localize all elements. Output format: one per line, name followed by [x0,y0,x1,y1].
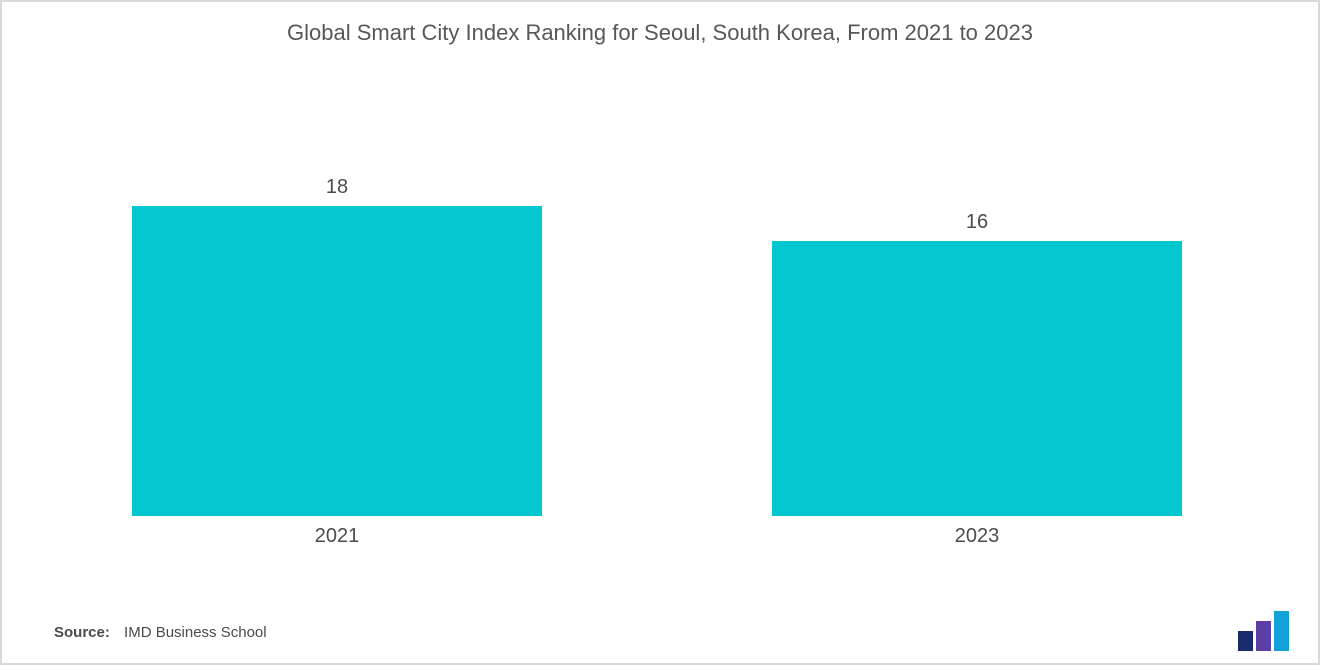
plot-area: 182021162023 [22,56,1298,556]
source-label: Source: [54,624,110,641]
bar-rect [772,241,1182,516]
bar-category-label: 2023 [772,525,1182,548]
source-text: IMD Business School [124,624,267,641]
bar-value-label: 18 [132,176,542,199]
bar-2021: 182021 [132,206,542,516]
chart-container: Global Smart City Index Ranking for Seou… [0,0,1320,665]
brand-logo [1238,611,1294,651]
bar-category-label: 2021 [132,525,542,548]
chart-title: Global Smart City Index Ranking for Seou… [22,20,1298,46]
bar-2023: 162023 [772,241,1182,516]
bar-value-label: 16 [772,211,1182,234]
bar-rect [132,206,542,516]
source-line: Source: IMD Business School [54,624,267,641]
